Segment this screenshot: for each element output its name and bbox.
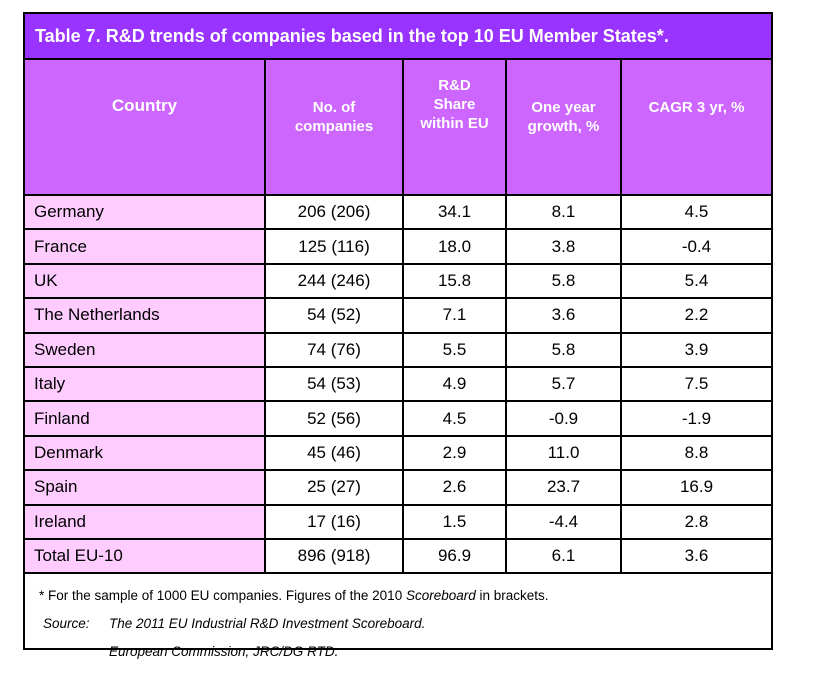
value-cell: 2.2 (620, 297, 771, 334)
notes: * For the sample of 1000 EU companies. F… (25, 574, 771, 666)
value-cell: 3.6 (505, 297, 622, 334)
value-cell: 8.8 (620, 434, 771, 472)
source-label: Source: (43, 616, 90, 632)
value-cell: 1.5 (402, 503, 507, 540)
table-row: Sweden 74 (76) 5.5 5.8 3.9 (25, 331, 771, 368)
table-row: Spain 25 (27) 2.6 23.7 16.9 (25, 469, 771, 506)
value-cell: 2.8 (620, 503, 771, 540)
value-cell: 3.6 (620, 537, 771, 575)
value-cell: 4.9 (402, 365, 507, 403)
table-row: Denmark 45 (46) 2.9 11.0 8.8 (25, 434, 771, 472)
value-cell: 125 (116) (264, 228, 404, 265)
value-cell: 45 (46) (264, 434, 404, 472)
country-cell: UK (25, 262, 266, 300)
value-cell: 16.9 (620, 469, 771, 506)
value-cell: 5.8 (505, 331, 622, 368)
table-title: Table 7. R&D trends of companies based i… (25, 14, 771, 60)
country-cell: Ireland (25, 503, 266, 540)
column-header: One year growth, % (505, 60, 622, 196)
source-text: The 2011 EU Industrial R&D Investment Sc… (109, 616, 426, 632)
value-cell: -0.9 (505, 400, 622, 437)
value-cell: -1.9 (620, 400, 771, 437)
value-cell: 52 (56) (264, 400, 404, 437)
value-cell: 74 (76) (264, 331, 404, 368)
source-line: European Commission, JRC/DG RTD. (39, 638, 771, 666)
value-cell: 54 (53) (264, 365, 404, 403)
value-cell: 8.1 (505, 193, 622, 231)
column-header: CAGR 3 yr, % (620, 60, 771, 196)
table-row: Germany 206 (206) 34.1 8.1 4.5 (25, 193, 771, 231)
country-cell: Germany (25, 193, 266, 231)
footnote-italic: Scoreboard (405, 588, 476, 604)
value-cell: 6.1 (505, 537, 622, 575)
country-cell: The Netherlands (25, 297, 266, 334)
source-line: Source: The 2011 EU Industrial R&D Invest… (39, 610, 771, 638)
value-cell: 5.4 (620, 262, 771, 300)
value-cell: 25 (27) (264, 469, 404, 506)
data-table: Country No. of companies R&D Share within … (25, 60, 771, 575)
value-cell: 4.5 (620, 193, 771, 231)
value-cell: 96.9 (402, 537, 507, 575)
country-cell: Spain (25, 469, 266, 506)
footnote-text: * For the sample of 1000 EU companies. F… (39, 588, 406, 604)
source-text: European Commission, JRC/DG RTD. (109, 644, 339, 660)
value-cell: 7.5 (620, 365, 771, 403)
table-row: Italy 54 (53) 4.9 5.7 7.5 (25, 365, 771, 403)
value-cell: 34.1 (402, 193, 507, 231)
table-row: UK 244 (246) 15.8 5.8 5.4 (25, 262, 771, 300)
table-row: Total EU-10 896 (918) 96.9 6.1 3.6 (25, 537, 771, 575)
value-cell: 4.5 (402, 400, 507, 437)
value-cell: 7.1 (402, 297, 507, 334)
header-row: Country No. of companies R&D Share within … (25, 60, 771, 196)
table-row: France 125 (116) 18.0 3.8 -0.4 (25, 228, 771, 265)
value-cell: 244 (246) (264, 262, 404, 300)
country-cell: Sweden (25, 331, 266, 368)
value-cell: 15.8 (402, 262, 507, 300)
value-cell: 17 (16) (264, 503, 404, 540)
value-cell: 18.0 (402, 228, 507, 265)
country-cell: Finland (25, 400, 266, 437)
value-cell: -4.4 (505, 503, 622, 540)
table-row: The Netherlands 54 (52) 7.1 3.6 2.2 (25, 297, 771, 334)
table-row: Ireland 17 (16) 1.5 -4.4 2.8 (25, 503, 771, 540)
country-cell: France (25, 228, 266, 265)
table-row: Finland 52 (56) 4.5 -0.9 -1.9 (25, 400, 771, 437)
value-cell: 2.9 (402, 434, 507, 472)
value-cell: 54 (52) (264, 297, 404, 334)
column-header: No. of companies (264, 60, 404, 196)
value-cell: 5.7 (505, 365, 622, 403)
column-header: Country (25, 60, 266, 196)
column-header: R&D Share within EU (402, 60, 507, 196)
table-frame: Table 7. R&D trends of companies based i… (23, 12, 773, 659)
value-cell: 896 (918) (264, 537, 404, 575)
value-cell: 5.5 (402, 331, 507, 368)
value-cell: 206 (206) (264, 193, 404, 231)
value-cell: 5.8 (505, 262, 622, 300)
footnote: * For the sample of 1000 EU companies. F… (39, 582, 771, 610)
footnote-text: in brackets. (475, 588, 549, 604)
country-cell: Denmark (25, 434, 266, 472)
country-cell: Total EU-10 (25, 537, 266, 575)
country-cell: Italy (25, 365, 266, 403)
value-cell: -0.4 (620, 228, 771, 265)
value-cell: 11.0 (505, 434, 622, 472)
value-cell: 3.9 (620, 331, 771, 368)
table-body: Germany 206 (206) 34.1 8.1 4.5 France 125 (116… (25, 193, 771, 575)
value-cell: 2.6 (402, 469, 507, 506)
value-cell: 3.8 (505, 228, 622, 265)
value-cell: 23.7 (505, 469, 622, 506)
